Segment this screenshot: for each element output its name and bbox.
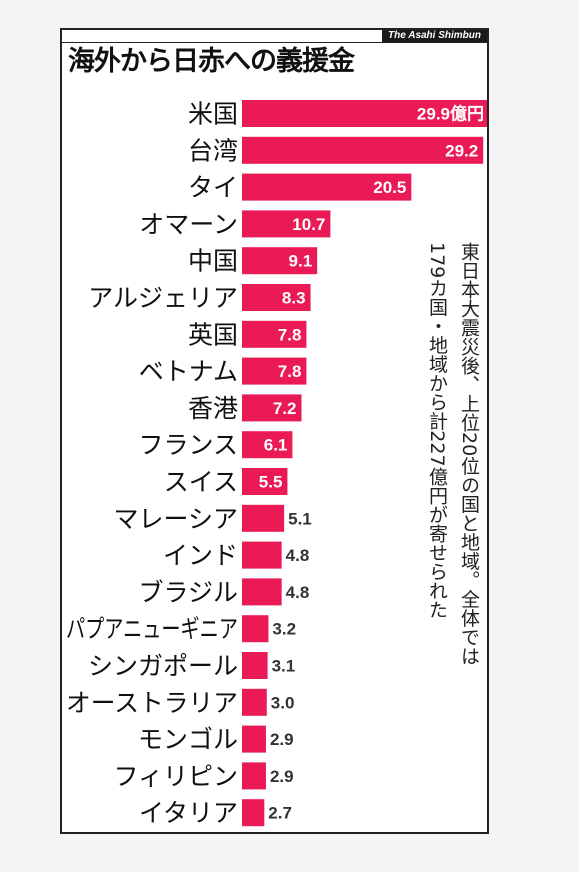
bar-13: [242, 578, 282, 606]
category-label-12: インド: [163, 541, 238, 570]
value-label-5: 8.3: [282, 289, 306, 308]
value-label-19: 2.7: [268, 804, 292, 823]
bar-0: [242, 100, 487, 127]
bar-1: [242, 136, 484, 164]
category-label-18: フィリピン: [113, 762, 238, 791]
value-label-8: 7.2: [273, 399, 297, 418]
bar-6: [242, 320, 307, 348]
bar-10: [242, 468, 288, 495]
value-label-2: 20.5: [373, 178, 406, 197]
category-label-10: スイス: [164, 468, 238, 497]
category-label-6: 英国: [188, 320, 238, 349]
value-label-18: 2.9: [270, 767, 294, 786]
value-label-7: 7.8: [278, 362, 302, 381]
bar-15: [242, 652, 268, 679]
category-label-1: 台湾: [188, 136, 238, 165]
note-line-2: 179カ国・地域から計227億円が寄せられた: [426, 242, 448, 619]
value-label-9: 6.1: [264, 436, 288, 455]
value-label-17: 2.9: [270, 730, 294, 749]
category-label-14: パプアニューギニア: [66, 615, 238, 644]
credit-text: The Asahi Shimbun: [382, 30, 487, 42]
bar-17: [242, 725, 266, 753]
bar-18: [242, 762, 266, 790]
category-label-5: アルジェリア: [88, 284, 238, 313]
value-label-1: 29.2: [445, 141, 478, 160]
bar-3: [242, 210, 331, 238]
category-label-0: 米国: [188, 100, 238, 129]
value-label-15: 3.1: [272, 657, 296, 676]
category-label-4: 中国: [188, 247, 238, 276]
value-label-6: 7.8: [278, 325, 302, 344]
category-label-17: モンゴル: [138, 725, 238, 754]
credit-bar: The Asahi Shimbun: [62, 30, 487, 42]
bar-7: [242, 357, 307, 385]
value-label-0: 29.9億円: [417, 104, 484, 124]
value-label-4: 9.1: [289, 252, 313, 271]
value-label-14: 3.2: [272, 620, 296, 639]
value-label-13: 4.8: [286, 583, 310, 602]
bar-14: [242, 615, 269, 643]
chart-frame: The Asahi Shimbun 海外から日赤への義援金 米国 29.9億円台湾…: [60, 28, 489, 834]
chart-title: 海外から日赤への義援金: [68, 46, 355, 77]
vertical-note: 東日本大震災後、上位20位の国と地域。全体では 179カ国・地域から計227億円…: [417, 242, 487, 832]
note-line-1: 東日本大震災後、上位20位の国と地域。全体では: [458, 242, 480, 666]
category-label-3: オマーン: [139, 210, 238, 239]
bar-5: [242, 284, 311, 311]
category-label-9: フランス: [138, 431, 238, 460]
category-label-11: マレーシア: [113, 504, 238, 533]
value-label-11: 5.1: [288, 509, 312, 528]
title-rule: [62, 42, 487, 43]
bar-8: [242, 394, 302, 422]
category-label-16: オーストラリア: [66, 688, 238, 717]
value-label-12: 4.8: [286, 546, 310, 565]
category-label-2: タイ: [188, 173, 238, 202]
bar-16: [242, 688, 267, 716]
bar-9: [242, 431, 293, 459]
category-label-7: ベトナム: [139, 357, 238, 386]
value-label-10: 5.5: [259, 473, 283, 492]
bar-19: [242, 799, 265, 827]
bar-11: [242, 504, 285, 532]
bar-12: [242, 541, 282, 569]
category-label-15: シンガポール: [88, 652, 238, 681]
value-label-3: 10.7: [292, 215, 325, 234]
bar-2: [242, 173, 412, 201]
value-label-16: 3.0: [271, 693, 295, 712]
category-label-13: ブラジル: [138, 578, 238, 607]
category-label-19: イタリア: [139, 799, 238, 828]
category-label-8: 香港: [188, 394, 238, 423]
bar-4: [242, 247, 318, 275]
